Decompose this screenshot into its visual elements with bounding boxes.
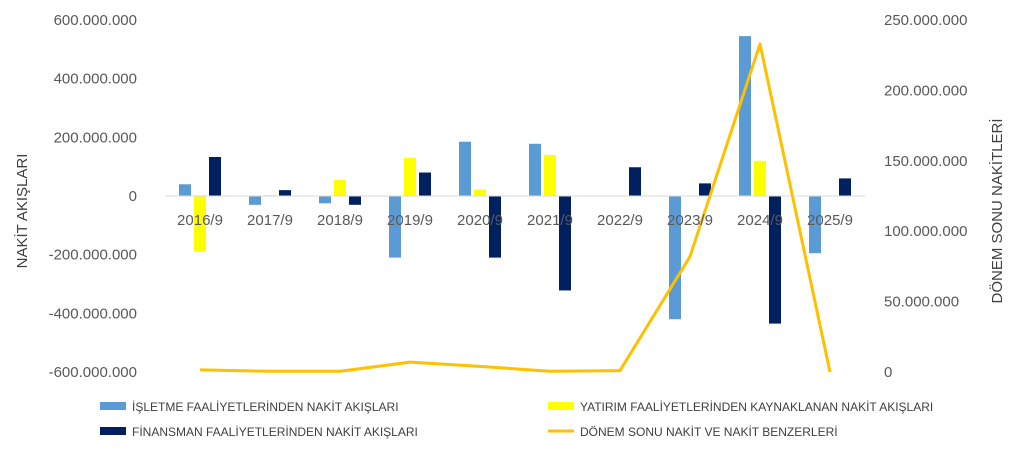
category-label: 2022/9 <box>597 212 643 229</box>
line-dönem-sonu-nakit <box>199 42 832 373</box>
bar-series-2-2024-9 <box>769 196 781 324</box>
bar-series-0-2016-9 <box>179 184 191 196</box>
bar-series-2-2019-9 <box>419 172 431 196</box>
legend-label: YATIRIM FAALİYETLERİNDEN KAYNAKLANAN NAK… <box>580 400 933 414</box>
bar-series-2-2025-9 <box>839 178 851 196</box>
bar-series-2-2022-9 <box>629 167 641 196</box>
bar-series-2-2016-9 <box>209 156 221 196</box>
category-label: 2019/9 <box>387 212 433 229</box>
right-axis-title: DÖNEM SONU NAKİTLERİ <box>988 118 1006 303</box>
bar-series-0-2017-9 <box>249 196 261 205</box>
bar-series-2-2021-9 <box>559 196 571 291</box>
bar-series-0-2018-9 <box>319 196 331 204</box>
bar-series-1-2024-9 <box>754 160 766 196</box>
left-axis-tick-label: 400.000.000 <box>54 71 137 88</box>
legend-label: DÖNEM SONU NAKİT VE NAKİT BENZERLERİ <box>580 425 838 439</box>
right-axis-tick-label: 200.000.000 <box>884 82 967 99</box>
left-axis-tick-label: 0 <box>129 188 137 205</box>
legend-label: FİNANSMAN FAALİYETLERİNDEN NAKİT AKIŞLAR… <box>132 425 418 439</box>
bar-series-0-2025-9 <box>809 196 821 254</box>
left-axis-tick-label: -200.000.000 <box>49 247 137 264</box>
category-label: 2021/9 <box>527 212 573 229</box>
right-axis-tick-label: 250.000.000 <box>884 12 967 29</box>
left-axis-tick-label: -600.000.000 <box>49 364 137 381</box>
category-label: 2020/9 <box>457 212 503 229</box>
bar-series-1-2021-9 <box>544 154 556 196</box>
bar-series-0-2021-9 <box>529 143 541 196</box>
left-axis-tick-label: 600.000.000 <box>54 12 137 29</box>
right-axis-tick-label: 0 <box>884 364 892 381</box>
category-label: 2023/9 <box>667 212 713 229</box>
right-axis-ticks: 250.000.000 200.000.000 150.000.000 100.000… <box>884 12 967 381</box>
bar-series-0-2020-9 <box>459 141 471 196</box>
left-axis-tick-label: -400.000.000 <box>49 305 137 322</box>
bar-series-1-2018-9 <box>334 179 346 196</box>
left-axis-tick-label: 200.000.000 <box>54 129 137 146</box>
bar-series-2-2017-9 <box>279 190 291 196</box>
bar-series-1-2020-9 <box>474 189 486 196</box>
category-labels: 2016/9 2017/9 2018/9 2019/9 2020/9 2021/9 2022… <box>177 212 853 229</box>
bar-series-2-2023-9 <box>699 183 711 196</box>
legend-swatch <box>100 402 126 410</box>
category-label: 2016/9 <box>177 212 223 229</box>
bar-series-2-2020-9 <box>489 196 501 258</box>
category-label: 2025/9 <box>807 212 853 229</box>
left-axis-title: NAKİT AKIŞLARI <box>13 154 31 269</box>
right-axis-tick-label: 150.000.000 <box>884 153 967 170</box>
category-label: 2018/9 <box>317 212 363 229</box>
legend-swatch <box>100 427 126 435</box>
line-series <box>199 42 832 373</box>
legend: İŞLETME FAALİYETLERİNDEN NAKİT AKIŞLARI F… <box>100 400 933 439</box>
bar-series-1-2019-9 <box>404 157 416 196</box>
bar-series-2-2018-9 <box>349 196 361 205</box>
legend-label: İŞLETME FAALİYETLERİNDEN NAKİT AKIŞLARI <box>132 400 399 414</box>
category-label: 2024/9 <box>737 212 783 229</box>
legend-swatch <box>548 402 574 410</box>
left-axis-ticks: 600.000.000 400.000.000 200.000.000 0 -200.0… <box>49 12 137 381</box>
right-axis-tick-label: 50.000.000 <box>884 294 959 311</box>
category-label: 2017/9 <box>247 212 293 229</box>
right-axis-tick-label: 100.000.000 <box>884 223 967 240</box>
bar-series-1-2016-9 <box>194 196 206 252</box>
bar-series-0-2019-9 <box>389 196 401 258</box>
bar-series-0-2024-9 <box>739 36 751 197</box>
